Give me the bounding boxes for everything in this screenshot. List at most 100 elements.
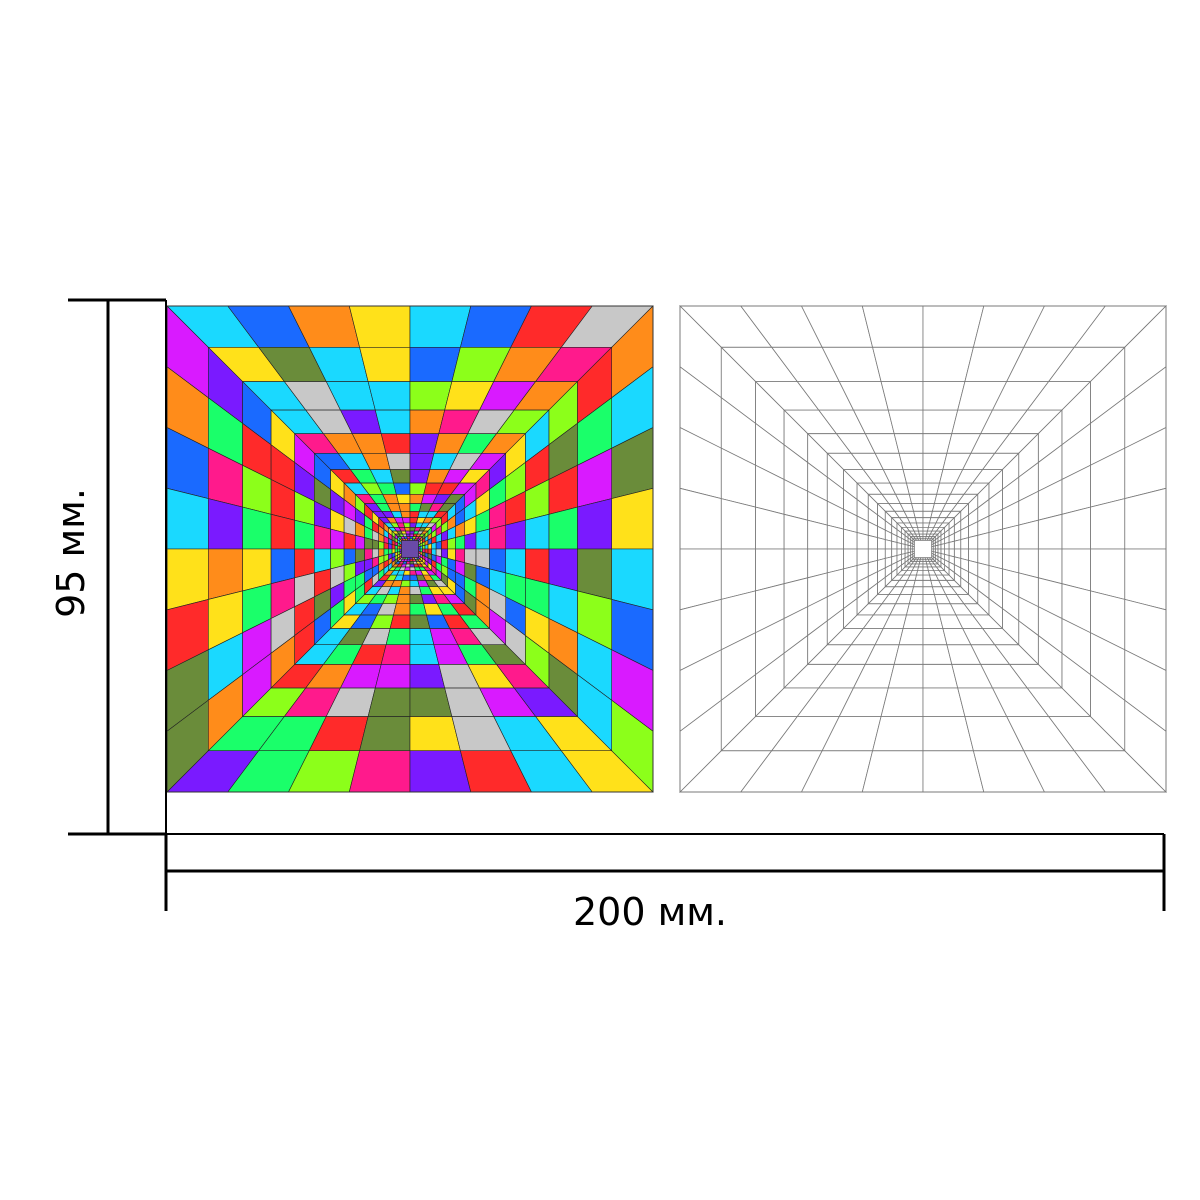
tunnel-tile [953, 539, 962, 550]
tunnel-tile [915, 522, 924, 528]
tunnel-tile [861, 305, 924, 348]
tunnel-tile [896, 541, 902, 550]
tunnel-tile [378, 540, 385, 550]
tunnel-tile [898, 628, 924, 646]
tunnel-tile [294, 519, 315, 550]
tunnel-tile [401, 574, 411, 581]
tunnel-tile [940, 543, 945, 550]
tunnel-tile [427, 543, 432, 550]
tunnel-tile [901, 543, 906, 550]
panel-frame [679, 305, 1167, 793]
tunnel-tile [917, 530, 924, 535]
tunnel-tile [861, 750, 924, 793]
tunnel-tile [755, 506, 785, 550]
tunnel-tile [856, 531, 869, 550]
tunnel-tile [393, 603, 411, 616]
tunnel-tile [577, 548, 613, 600]
tunnel-tile [893, 433, 924, 454]
tunnel-tile [348, 750, 411, 793]
colored-tunnel-panel [166, 305, 654, 793]
tunnel-tile [389, 469, 411, 484]
tunnel-tile [398, 586, 411, 595]
tunnel-tile [405, 533, 411, 538]
tunnel-tile [908, 594, 924, 605]
tunnel-tile [968, 534, 979, 550]
tunnel-tile [394, 544, 399, 550]
tunnel-tile [944, 541, 950, 550]
tunnel-tile [880, 687, 924, 717]
tunnel-tile [343, 532, 356, 550]
tunnel-tile [440, 539, 449, 550]
tunnel-tile [880, 381, 924, 411]
tunnel-tile [359, 716, 411, 752]
tunnel-tile [354, 534, 365, 550]
tunnel-tile [270, 513, 296, 550]
tunnel-tile [884, 539, 893, 550]
tunnel-tile [389, 614, 411, 629]
tunnel-tile [371, 539, 380, 550]
tunnel-tile [988, 528, 1003, 550]
tunnel-tile [409, 346, 461, 382]
tunnel-tile [908, 493, 924, 505]
tunnel-tile [404, 527, 411, 532]
tunnel-tile [242, 506, 272, 550]
tunnel-tile [388, 543, 393, 550]
tunnel-tile [915, 570, 924, 576]
tunnel-tile [385, 628, 411, 646]
tunnel-tile [893, 644, 924, 665]
tunnel-tile [208, 548, 243, 600]
width-dimension-label: 200 мм. [573, 890, 727, 934]
tunnel-tile [913, 510, 924, 519]
tunnel-tile [887, 409, 924, 435]
tunnel-tile [464, 532, 477, 550]
tunnel-tile [404, 566, 411, 571]
tunnel-tile [611, 487, 654, 550]
tunnel-tile [872, 716, 924, 752]
tunnel-tile [405, 563, 411, 568]
outline-tunnel-panel [679, 305, 1167, 793]
tunnel-tile [421, 544, 426, 550]
tunnel-tile [887, 663, 924, 689]
tunnel-tile [359, 346, 411, 382]
tunnel-tile [904, 543, 909, 550]
tunnel-tile [380, 433, 411, 454]
tunnel-tile [406, 536, 411, 540]
tunnel-tile [403, 570, 411, 576]
tunnel-tile [917, 563, 924, 568]
tunnel-tile [1018, 519, 1039, 550]
tunnel-tile [424, 544, 429, 550]
tunnel-tile [435, 540, 442, 550]
tunnel-tile [505, 519, 526, 550]
tunnel-tile [403, 522, 411, 528]
tunnel-tile [391, 544, 396, 550]
tunnel-tile [383, 542, 389, 550]
tunnel-tile [397, 545, 401, 550]
tunnel-vanishing-square [914, 540, 932, 558]
tunnel-tile [401, 517, 411, 524]
tunnel-tile [548, 506, 578, 550]
tunnel-tile [783, 513, 809, 550]
tunnel-tile [960, 537, 969, 550]
tunnel-tile [843, 528, 858, 550]
tunnel-tile [913, 579, 924, 588]
tunnel-tile [455, 534, 466, 550]
tunnel-tile [330, 528, 345, 550]
tunnel-tile [872, 346, 924, 383]
tunnel-tile [364, 537, 373, 550]
tunnel-vanishing-square [401, 540, 419, 558]
tunnel-tile [720, 498, 756, 550]
tunnel-tile [917, 527, 924, 532]
tunnel-tile [911, 586, 924, 595]
tunnel-tile [877, 537, 886, 550]
tunnel-tile [826, 524, 844, 550]
tunnel-tile [395, 594, 411, 605]
tunnel-tile [395, 493, 411, 504]
tunnel-tile [891, 540, 898, 550]
tunnel-tile [914, 574, 924, 581]
tunnel-tile [807, 519, 828, 550]
tunnel-tile [409, 716, 461, 752]
height-dimension: 95 мм. [49, 298, 167, 836]
tunnel-tile [867, 534, 878, 550]
